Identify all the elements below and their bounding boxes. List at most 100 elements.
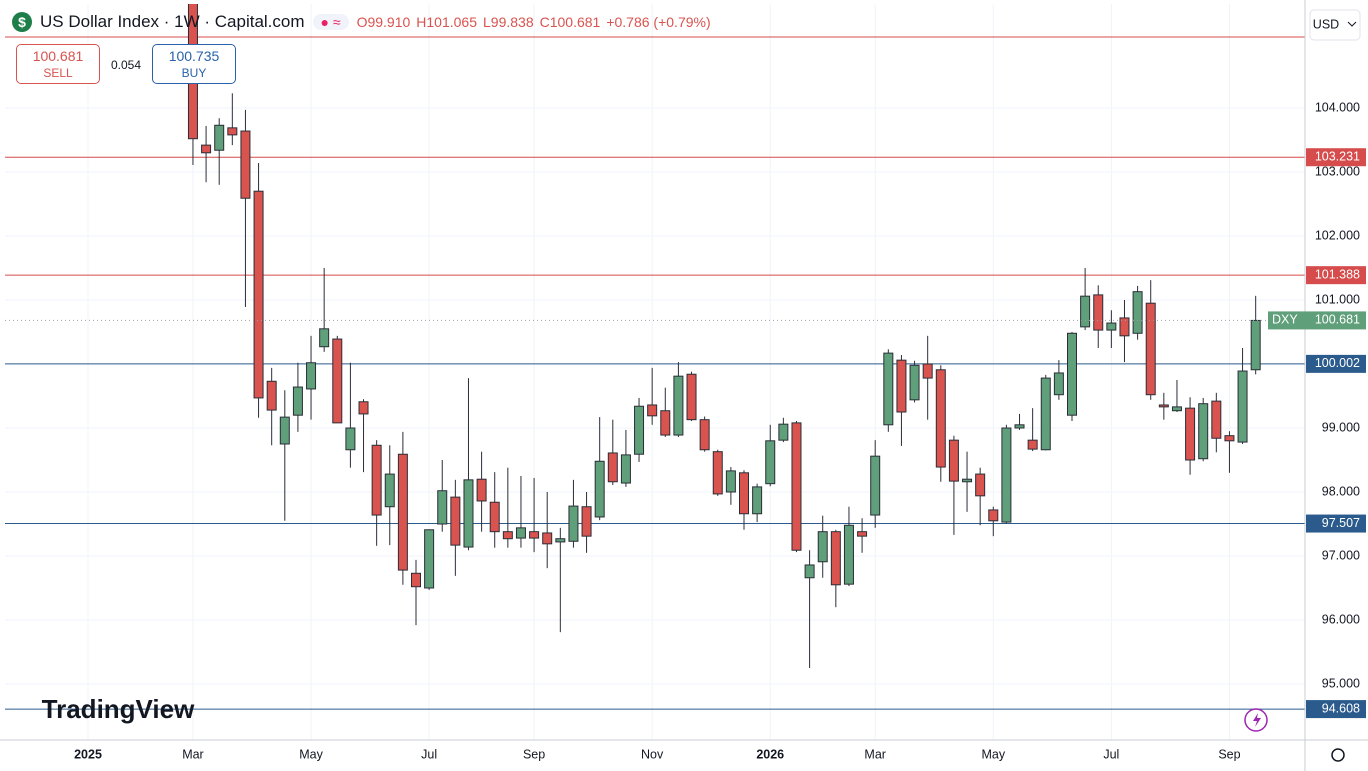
spread: 0.054 [111, 58, 142, 72]
candle-body [450, 496, 461, 546]
ohlc-low: L99.838 [483, 14, 534, 30]
price-label: 101.388 [1315, 267, 1360, 281]
candle-body [765, 440, 776, 485]
candle-body [1027, 439, 1038, 450]
candle-body [857, 531, 868, 537]
candle-body [411, 572, 421, 588]
y-tick-label: 96.000 [1322, 612, 1360, 626]
price-label-bg [1306, 354, 1366, 373]
candle-body [739, 472, 749, 515]
candle-body [279, 416, 290, 445]
candle-body [1171, 406, 1182, 412]
settings-icon[interactable] [1331, 748, 1345, 762]
candle-body [870, 455, 881, 516]
candle-body [1014, 424, 1025, 429]
candle-body [673, 375, 684, 436]
buy-button[interactable]: 100.735 BUY [152, 44, 236, 84]
candle-body [1001, 427, 1012, 523]
candle-body [1119, 317, 1130, 337]
candle-body [542, 532, 553, 545]
candle-body [1224, 435, 1235, 442]
candle-body [1158, 404, 1169, 408]
candle-body [1145, 302, 1156, 396]
candle-body [555, 538, 566, 543]
candle-body [752, 486, 763, 515]
sell-label[interactable]: SELL [43, 66, 73, 80]
logo: TradingView [42, 694, 195, 724]
candle-body [476, 478, 487, 502]
candle-body [358, 401, 369, 415]
alert-icon[interactable] [1244, 708, 1268, 732]
symbol-label: DXY [1272, 313, 1298, 327]
header: $ US Dollar Index · 1W · Capital.com ● ≈… [12, 12, 711, 32]
candle-body [292, 386, 303, 416]
candle-body [791, 422, 802, 551]
y-tick-label: 101.000 [1315, 292, 1360, 306]
buy-label[interactable]: BUY [181, 66, 207, 80]
candle-body [725, 470, 736, 493]
ohlc-change: +0.786 (+0.79%) [606, 14, 711, 30]
candle-body [463, 479, 474, 548]
y-tick-label: 99.000 [1322, 420, 1360, 434]
price-label-bg [1306, 514, 1366, 533]
candle-body [240, 130, 251, 199]
candle-body [778, 423, 789, 441]
candle-body [345, 427, 356, 451]
x-tick-label: Sep [523, 747, 545, 761]
sell-price[interactable]: 100.681 [32, 48, 84, 64]
y-tick-label: 104.000 [1315, 100, 1360, 114]
candle-body [1053, 372, 1064, 396]
price-label: 103.231 [1315, 150, 1360, 164]
candle-body [909, 364, 920, 401]
price-label-bg [1306, 266, 1366, 285]
candle-body [319, 328, 330, 348]
candle-body [227, 127, 238, 136]
candle-body [883, 352, 894, 426]
candle-body [594, 460, 605, 518]
x-tick-label: Mar [182, 747, 204, 761]
candle-body [1211, 400, 1222, 439]
symbol-title[interactable]: US Dollar Index · 1W · Capital.com [40, 12, 305, 31]
candle-body [634, 405, 645, 455]
x-tick-label: May [299, 747, 323, 761]
sell-button[interactable]: 100.681 SELL [16, 44, 100, 84]
candle-body [620, 454, 631, 484]
candle-body [489, 501, 500, 533]
price-label-bg [1306, 148, 1366, 167]
candle-body [306, 362, 317, 390]
candle-body [962, 478, 973, 483]
currency-button[interactable] [1309, 9, 1361, 41]
buy-price[interactable]: 100.735 [168, 48, 220, 64]
candle-body [843, 524, 854, 585]
candle-body [1040, 377, 1051, 451]
indicator-toggle[interactable]: ● ≈ [312, 14, 349, 30]
candle-body [384, 473, 395, 508]
candle-body [437, 490, 448, 525]
candle-body [1198, 403, 1209, 460]
candle-body [1237, 370, 1248, 443]
candle-body [830, 531, 841, 586]
candle-body [922, 363, 933, 379]
price-label: 94.608 [1322, 701, 1360, 715]
candle-body [686, 373, 697, 421]
candle-body [502, 531, 513, 540]
candle-body [896, 359, 907, 413]
candle-body [424, 529, 435, 589]
ohlc-high: H101.065 [416, 14, 477, 30]
dropdown-icon[interactable] [1347, 21, 1357, 27]
candle-body [607, 452, 618, 483]
x-tick-label: May [981, 747, 1005, 761]
x-tick-label: 2026 [756, 747, 784, 761]
candle-body [266, 380, 277, 411]
currency[interactable]: USD [1313, 17, 1339, 31]
x-tick-label: Jul [421, 747, 437, 761]
candle-body [988, 509, 999, 522]
candle-body [581, 506, 592, 537]
x-tick-label: 2025 [74, 747, 102, 761]
candle-body [1132, 291, 1143, 334]
candle-body [397, 453, 408, 571]
candle-body [214, 124, 225, 151]
ohlc: O99.910 H101.065 L99.838 C100.681 +0.786… [357, 14, 711, 30]
